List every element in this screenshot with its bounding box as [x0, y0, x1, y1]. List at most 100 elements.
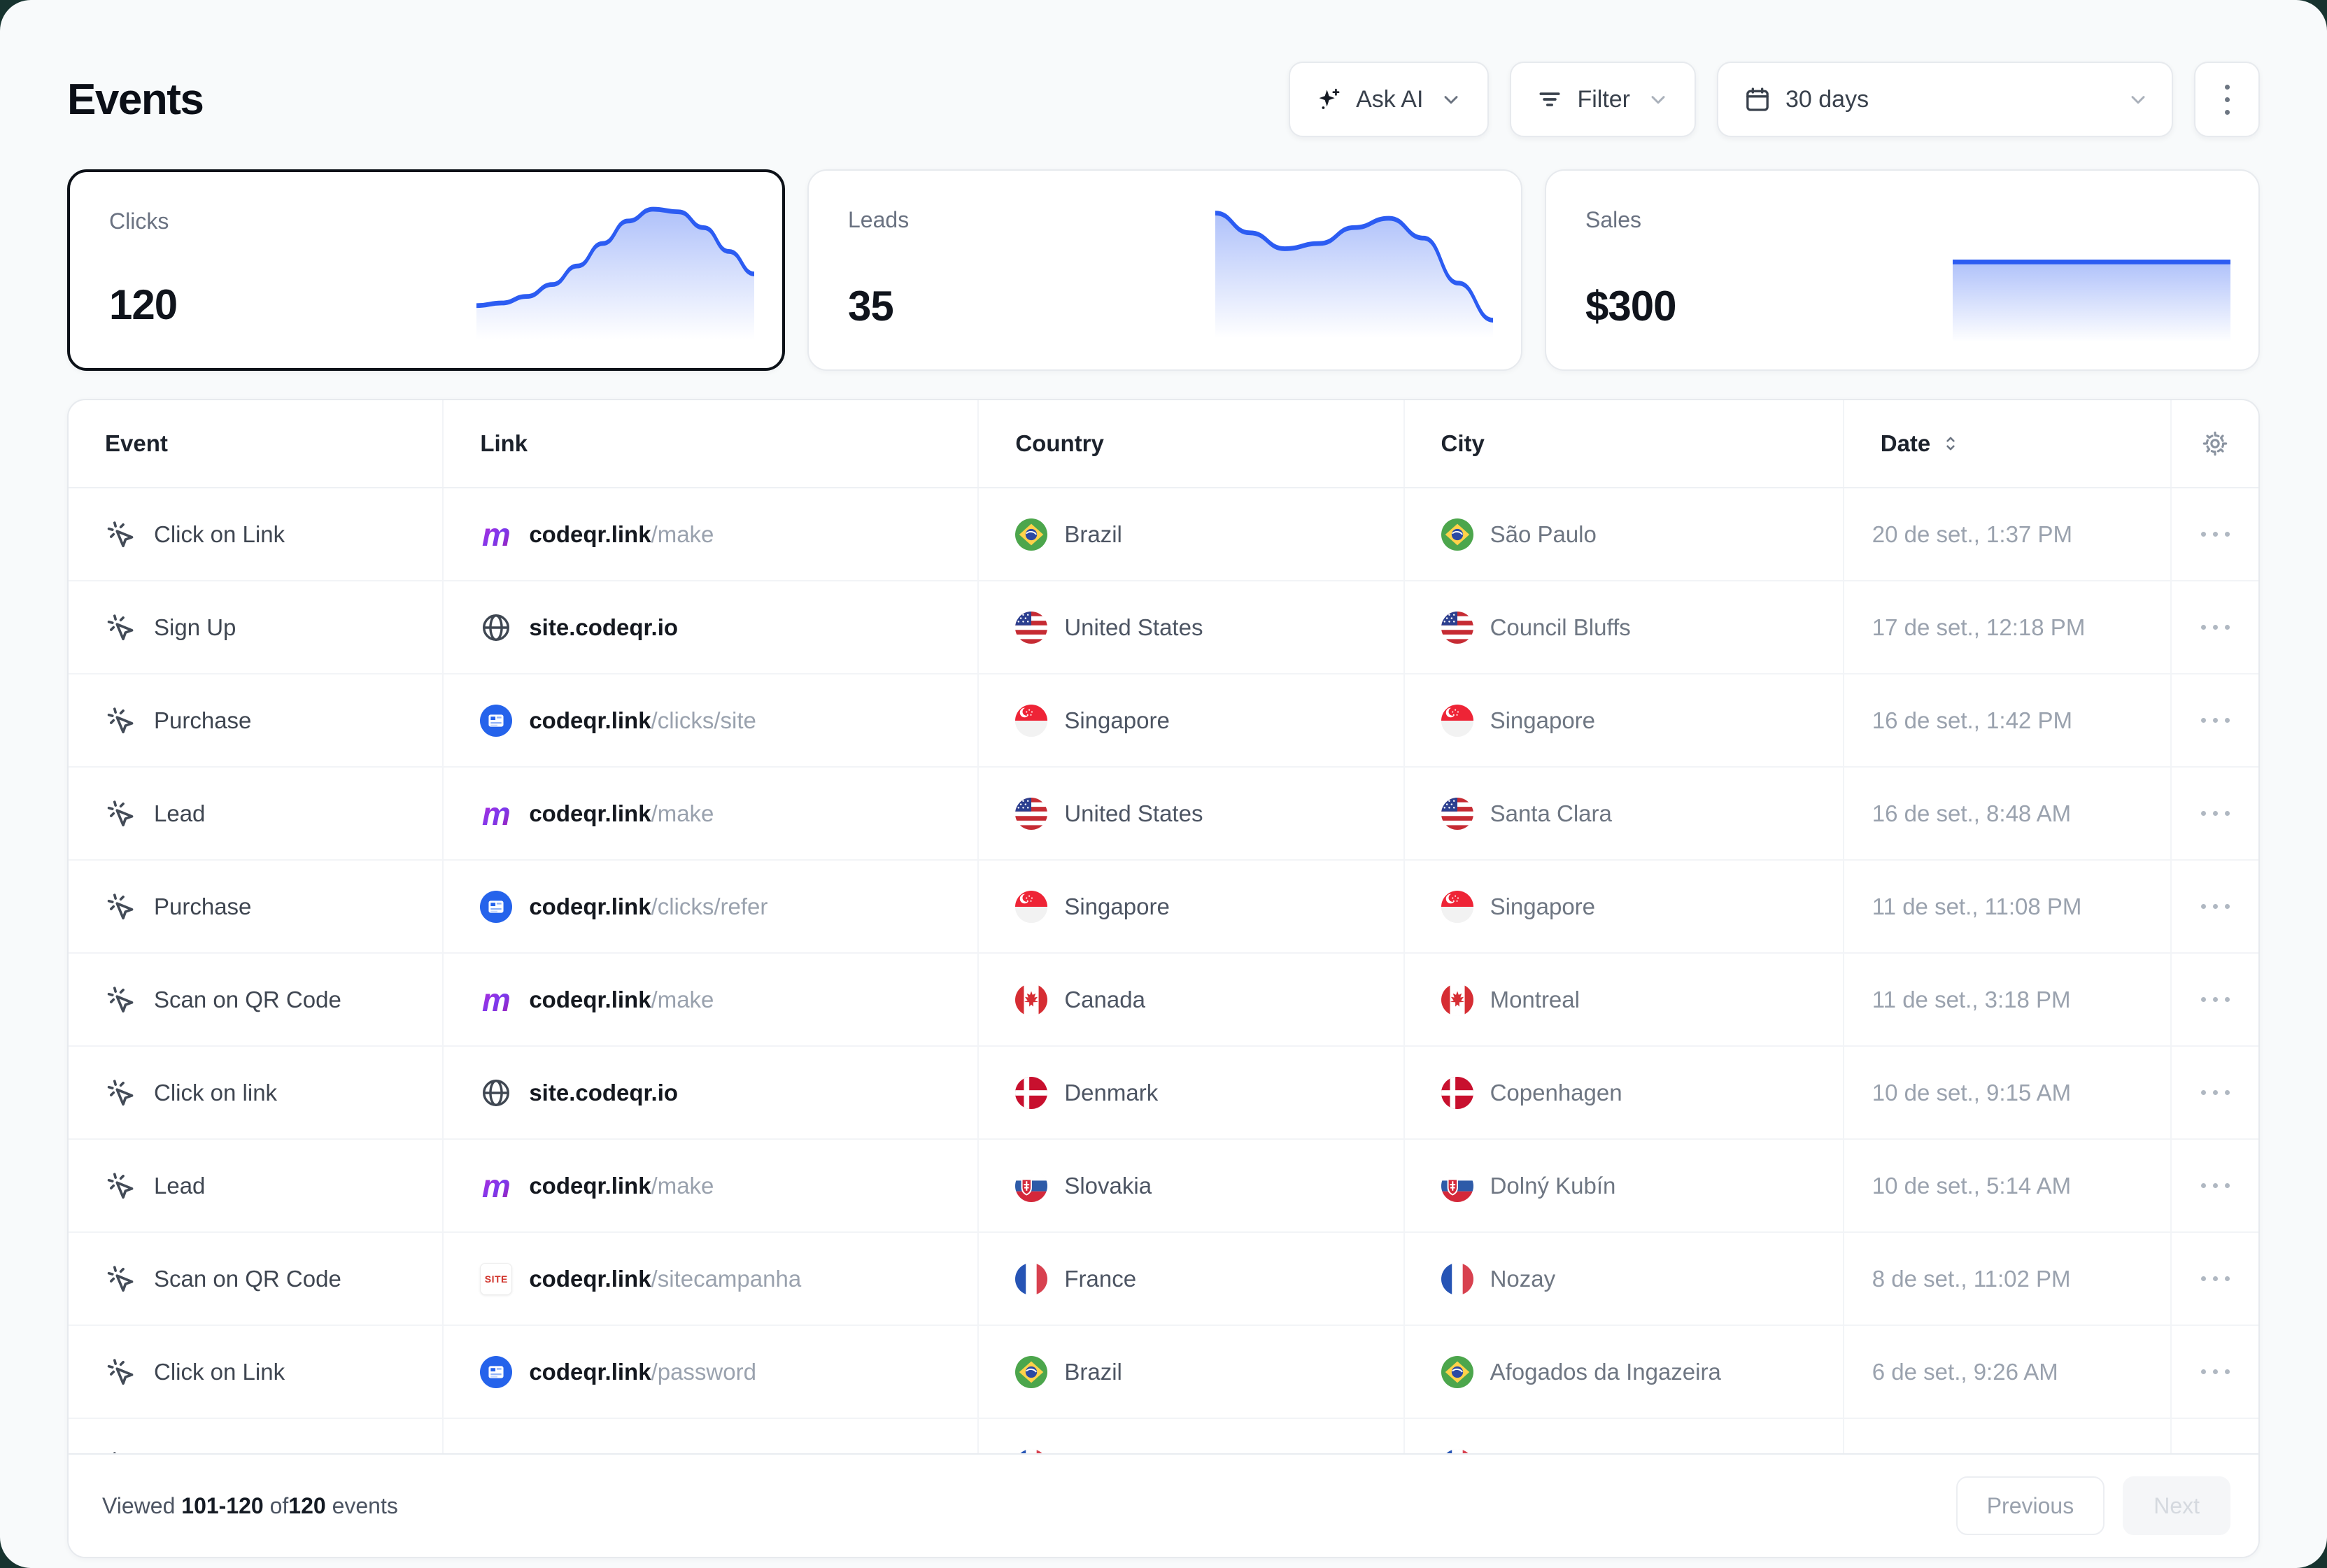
site-favicon: SITE [480, 1262, 513, 1295]
city-cell-label: Santa Clara [1490, 800, 1612, 826]
country-cell-label: Slovakia [1064, 1172, 1152, 1199]
link-cell-text[interactable]: site.codeqr.io [529, 614, 679, 640]
date-cell-label: 16 de set., 1:42 PM [1872, 707, 2072, 733]
more-options-button[interactable] [2194, 62, 2260, 137]
gear-icon [2201, 430, 2229, 458]
mouse-pointer-click-icon [105, 891, 137, 923]
link-cell-text[interactable]: site.codeqr.io [529, 1079, 679, 1106]
table-row[interactable]: Purchase codeqr.link/clicks/refer Singap… [69, 861, 2258, 954]
row-menu-button[interactable] [2191, 990, 2240, 1009]
event-cell-label: Scan on QR Code [154, 1265, 341, 1292]
row-menu-button[interactable] [2191, 1269, 2240, 1288]
table-body: Click on Link m codeqr.link/make Brazil … [69, 488, 2258, 1419]
event-cell-label: Lead [154, 800, 206, 826]
mouse-pointer-click-icon [105, 705, 137, 737]
mouse-pointer-click-icon [105, 984, 137, 1016]
country-cell-label: Brazil [1064, 521, 1122, 547]
date-cell-label: 8 de set., 11:02 PM [1872, 1265, 2071, 1292]
table-row[interactable]: Scan on QR Code SITE codeqr.link/sitecam… [69, 1233, 2258, 1326]
br-flag-icon [1015, 518, 1048, 551]
event-cell-label: Purchase [154, 893, 252, 919]
link-cell-text[interactable]: codeqr.link/make [529, 800, 714, 826]
city-cell-label: Montreal [1490, 986, 1580, 1012]
sg-flag-icon [1015, 890, 1048, 923]
mouse-pointer-click-icon [105, 1263, 137, 1295]
sg-flag-icon [1015, 704, 1048, 737]
link-cell-text[interactable]: codeqr.link/make [529, 986, 714, 1012]
row-menu-button[interactable] [2191, 618, 2240, 637]
country-cell-label: Singapore [1064, 707, 1170, 733]
column-header-date[interactable]: Date [1844, 400, 2172, 487]
row-menu-button[interactable] [2191, 1362, 2240, 1381]
chevron-down-icon [2127, 88, 2149, 111]
filter-button[interactable]: Filter [1510, 62, 1696, 137]
table-row[interactable]: Click on link site.codeqr.io Denmark Cop… [69, 1047, 2258, 1140]
country-cell-label: France [1064, 1265, 1137, 1292]
ask-ai-button[interactable]: Ask AI [1289, 62, 1490, 137]
row-menu-button[interactable] [2191, 711, 2240, 730]
table-row[interactable]: Click on Link m codeqr.link/make Brazil … [69, 488, 2258, 581]
row-menu-button[interactable] [2191, 525, 2240, 544]
date-cell-label: 6 de set., 9:26 AM [1872, 1358, 2058, 1385]
metric-value: $300 [1585, 283, 1676, 330]
previous-page-button[interactable]: Previous [1955, 1476, 2105, 1535]
date-cell-label: 17 de set., 12:18 PM [1872, 614, 2086, 640]
metric-card-leads[interactable]: Leads 35 [807, 169, 1522, 371]
leads-sparkline-chart [1215, 211, 1493, 349]
metric-card-sales[interactable]: Sales $300 [1545, 169, 2260, 371]
mouse-pointer-click-icon [105, 612, 137, 644]
country-cell-label: United States [1064, 800, 1203, 826]
filter-label: Filter [1577, 85, 1630, 113]
fr-flag-icon [1441, 1448, 1473, 1453]
make-logo: m [481, 1167, 511, 1204]
event-cell-label: Purchase [154, 707, 252, 733]
row-menu-button[interactable] [2191, 1176, 2240, 1195]
link-cell-text[interactable]: codeqr.link/make [529, 1172, 714, 1199]
link-cell-text[interactable]: codeqr.link/make [529, 521, 714, 547]
table-row[interactable] [69, 1419, 2258, 1453]
sk-flag-icon [1015, 1169, 1048, 1202]
column-header-city[interactable]: City [1405, 400, 1844, 487]
city-cell-label: Singapore [1490, 893, 1596, 919]
table-row[interactable]: Scan on QR Code m codeqr.link/make Canad… [69, 954, 2258, 1047]
br-flag-icon [1441, 518, 1473, 551]
event-cell-label: Lead [154, 1172, 206, 1199]
make-logo: m [481, 795, 511, 832]
row-menu-button[interactable] [2191, 897, 2240, 916]
fr-flag-icon [1015, 1262, 1048, 1295]
city-cell-label: Afogados da Ingazeira [1490, 1358, 1721, 1385]
chevron-down-icon [1647, 88, 1669, 111]
date-range-button[interactable]: 30 days [1717, 62, 2173, 137]
metric-card-clicks[interactable]: Clicks 120 [67, 169, 785, 371]
globe-icon [480, 1077, 512, 1109]
partially-visible-row [69, 1419, 2258, 1453]
country-cell-label: Canada [1064, 986, 1145, 1012]
table-header-row: Event Link Country City Date [69, 400, 2258, 488]
column-settings-button[interactable] [2172, 400, 2258, 487]
table-row[interactable]: Click on Link codeqr.link/password Brazi… [69, 1326, 2258, 1419]
chevrons-up-down-icon[interactable] [1940, 433, 1961, 454]
dk-flag-icon [1015, 1076, 1048, 1109]
column-header-link[interactable]: Link [444, 400, 979, 487]
column-header-event[interactable]: Event [69, 400, 444, 487]
table-row[interactable]: Lead m codeqr.link/make United States Sa… [69, 768, 2258, 861]
column-header-country[interactable]: Country [979, 400, 1405, 487]
link-cell-text[interactable]: codeqr.link/clicks/refer [529, 893, 768, 919]
table-row[interactable]: Sign Up site.codeqr.io United States Cou… [69, 581, 2258, 674]
dk-flag-icon [1441, 1076, 1473, 1109]
table-footer: Viewed 101-120 of120 events Previous Nex… [69, 1453, 2258, 1557]
next-page-button[interactable]: Next [2123, 1476, 2230, 1535]
row-menu-button[interactable] [2191, 804, 2240, 823]
link-cell-text[interactable]: codeqr.link/password [529, 1358, 756, 1385]
mouse-pointer-click-icon [105, 1449, 137, 1453]
event-cell-label: Click on Link [154, 521, 285, 547]
row-menu-button[interactable] [2191, 1083, 2240, 1102]
pagination-status: Viewed 101-120 of120 events [102, 1492, 398, 1518]
br-flag-icon [1015, 1355, 1048, 1388]
metric-value: 120 [109, 281, 178, 328]
link-cell-text[interactable]: codeqr.link/sitecampanha [529, 1265, 802, 1292]
link-cell-text[interactable]: codeqr.link/clicks/site [529, 707, 756, 733]
us-flag-icon [1441, 797, 1473, 830]
table-row[interactable]: Lead m codeqr.link/make Slovakia Dolný K… [69, 1140, 2258, 1233]
table-row[interactable]: Purchase codeqr.link/clicks/site Singapo… [69, 674, 2258, 768]
